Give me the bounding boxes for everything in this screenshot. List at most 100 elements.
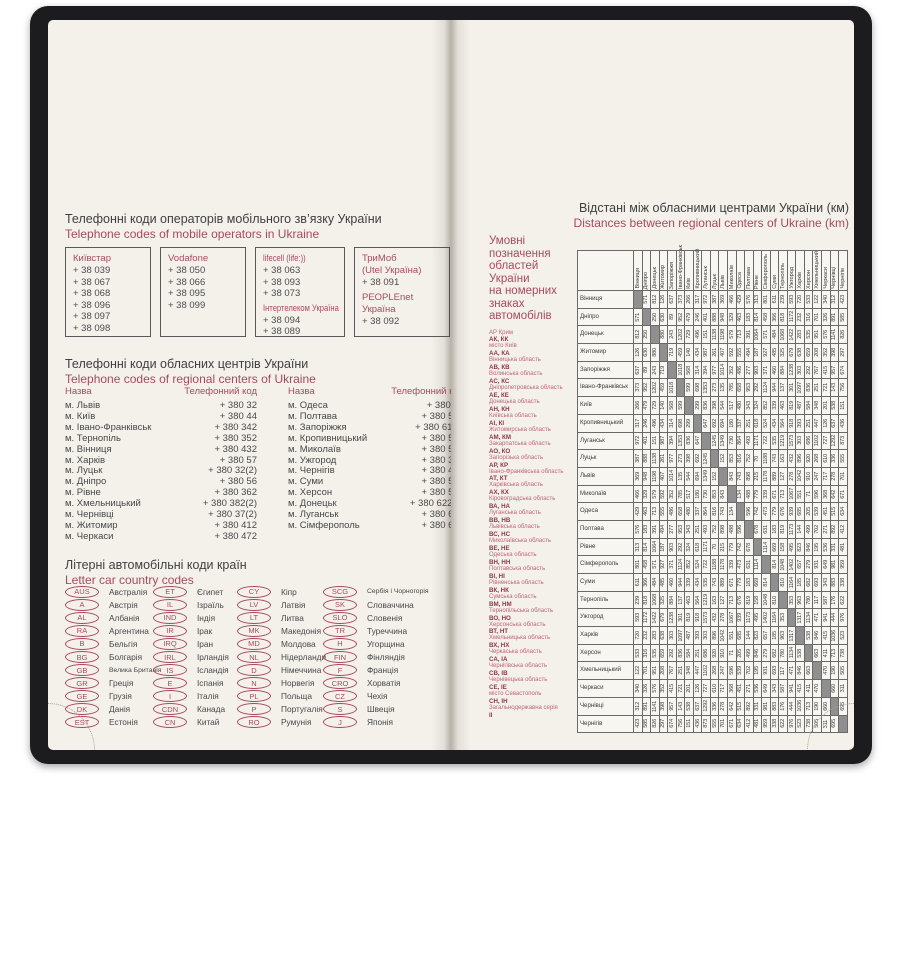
distance-cell: 1245 [709,431,719,450]
distance-value: 544 [720,401,727,410]
country-name: Бельгія [109,638,138,649]
distance-value: 401 [703,312,710,322]
distance-value: 694 [694,471,701,481]
distance-value: 816 [711,507,718,516]
distance-value: 852 [762,401,769,410]
distance-cell: 814 [761,573,770,591]
distance-value: 729 [651,401,658,410]
distance-cell: 369 [633,466,642,485]
distance-cell: 250 [641,325,651,344]
distance-cell: 158 [778,537,787,556]
distance-value: 1178 [720,559,727,571]
distance-cell: 756 [838,378,847,397]
distance-cell: 1402 [786,555,796,573]
distance-cell: 880 [650,343,659,361]
distance-cell: 873 [701,714,710,733]
country-code-badge: H [323,637,357,650]
distance-cell: 596 [727,661,736,680]
distance-value: 720 [797,294,804,304]
distance-cell: 1124 [761,378,770,397]
distance-cell: 663 [803,661,813,680]
city-phone-code: + 380 382(2) [202,498,257,510]
distance-value: 1173 [745,612,752,624]
distance-cell: 415 [795,679,804,697]
country-name: Ісландія [197,665,229,676]
distance-cell: 536 [752,679,762,697]
distance-value: 963 [780,631,787,640]
diagonal-cell [684,396,693,414]
distance-cell: 889 [718,573,728,591]
city-name: м. Рівне [65,487,101,499]
distance-value: 959 [762,719,769,729]
distance-value: 742 [754,507,761,516]
distance-value: 208 [814,348,821,357]
car-code-row: SCG Сербія і Чорногорія [323,585,429,598]
distance-value: 325 [660,595,667,605]
country-name: Литва [281,612,304,623]
distance-value: 444 [831,613,838,623]
distance-value: 261 [711,348,718,357]
column-header-label: Полтава [745,267,752,289]
distance-cell: 669 [769,537,779,556]
distance-value: 152 [711,471,718,481]
distance-cell: 127 [778,466,787,485]
distance-value: 368 [822,489,829,499]
row-label: Кропивницький [577,413,633,432]
distance-value: 393 [694,631,701,640]
region-name: Сумська область [489,593,537,600]
distance-value: 423 [839,294,846,304]
distance-cell: 143 [675,696,685,715]
distance-value: 701 [839,471,846,481]
distance-cell: 884 [667,590,676,609]
region-plate-codes: АА, КА [489,350,510,358]
car-code-row: IL Ізраїль [153,598,229,611]
operator-name: Vodafone [168,253,209,264]
distance-value: 660 [822,701,829,711]
country-name: Фінляндія [367,652,405,663]
distance-value: 1292 [831,435,838,447]
car-code-row: LT Литва [237,611,326,624]
distance-cell: 671 [838,484,847,503]
distance-value: 517 [728,401,735,410]
distance-value: 963 [797,595,804,605]
distance-value: 852 [686,560,693,570]
distance-cell: 1064 [650,537,659,556]
distance-value: 470 [822,666,829,676]
country-name: Португалія [281,704,323,715]
distance-cell: 977 [667,449,676,467]
distance-value: 801 [762,294,769,304]
distance-cell: 488 [744,484,753,503]
distance-value: 678 [745,542,752,552]
column-header-label: Тернопіль [780,263,787,289]
distance-value: 939 [737,613,744,623]
column-header: Луцьк [709,250,719,290]
distance-cell: 326 [641,679,651,697]
distance-value: 299 [686,418,693,428]
distance-cell: 434 [769,413,779,432]
distance-value: 488 [728,524,735,534]
distance-value: 618 [694,542,701,552]
legend-entry: Дніпропетровська область АЕ, КЕ [489,385,589,399]
column-header: Київ [684,250,693,290]
distance-value: 682 [771,648,778,658]
distance-value: 486 [668,507,675,516]
distance-value: 325 [780,348,787,357]
distance-cell: 536 [821,537,830,556]
distance-cell: 658 [675,502,685,520]
distance-cell: 140 [684,343,693,361]
distance-value: 686 [703,648,710,658]
distance-value: 571 [651,560,658,570]
column-header-label: Кропивницький [694,249,701,289]
region-plate-codes: СВ, ІВ [489,670,508,678]
distance-cell: 1138 [650,449,659,467]
distance-cell: 301 [786,378,796,397]
distance-value: 151 [703,330,710,340]
distance-cell: 190 [829,661,839,680]
distance-value: 810 [771,595,778,605]
country-name: Індія [197,612,216,623]
country-code-badge: J [323,716,357,729]
city-name: м. Чернігів [288,465,335,477]
distance-cell: 313 [752,290,762,308]
column-header: Полтава [744,250,753,290]
distance-cell: 819 [778,519,787,538]
